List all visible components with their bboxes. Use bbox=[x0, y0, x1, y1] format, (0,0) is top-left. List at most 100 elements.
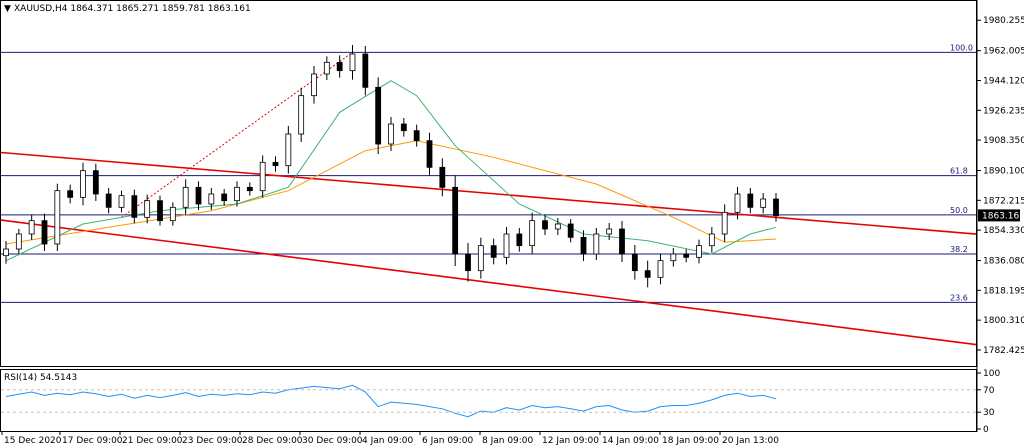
time-tick-label: 14 Jan 09:00 bbox=[602, 436, 659, 446]
candle-body bbox=[516, 233, 523, 247]
rsi-tick-label: 70 bbox=[983, 386, 995, 396]
candle-body bbox=[285, 133, 292, 167]
candle-body bbox=[272, 161, 279, 167]
candle bbox=[272, 156, 279, 172]
time-tick-label: 6 Jan 09:00 bbox=[422, 436, 474, 446]
candle-body bbox=[105, 193, 112, 208]
candle bbox=[696, 239, 702, 264]
candle-body bbox=[259, 161, 266, 192]
candle bbox=[336, 55, 343, 78]
candle bbox=[349, 45, 356, 80]
candle-body bbox=[696, 245, 702, 258]
fib-level-label: 23.6 bbox=[950, 293, 968, 302]
candle-body bbox=[157, 200, 163, 222]
candle bbox=[169, 202, 176, 226]
fibonacci-retracement[interactable]: 100.0 61.8 50.0 38.2 23.6 bbox=[1, 43, 976, 303]
price-tick-label: 1854.330 bbox=[983, 226, 1024, 236]
rsi-line bbox=[5, 384, 777, 418]
rsi-tick-label: 0 bbox=[983, 425, 989, 435]
time-tick-label: 18 Jan 09:00 bbox=[662, 436, 719, 446]
channel-lower-line bbox=[0, 219, 977, 346]
candle bbox=[721, 204, 728, 242]
candle bbox=[606, 223, 613, 240]
time-tick-label: 23 Dec 09:00 bbox=[182, 436, 243, 446]
candle-body bbox=[439, 166, 446, 188]
candle-body bbox=[15, 233, 22, 250]
collapse-icon[interactable]: ▼ bbox=[4, 4, 11, 14]
candle bbox=[221, 189, 228, 206]
rsi-axis: 100 70 30 0 bbox=[1, 369, 1000, 435]
fib-level-label: 38.2 bbox=[950, 245, 968, 254]
candle-body bbox=[503, 233, 510, 258]
candle-body bbox=[28, 220, 35, 235]
candle bbox=[41, 213, 48, 251]
candle-body bbox=[747, 193, 754, 208]
candle bbox=[773, 193, 779, 222]
rsi-pane[interactable] bbox=[0, 369, 977, 432]
candle bbox=[734, 187, 741, 220]
price-tick-label: 1872.215 bbox=[983, 196, 1024, 206]
trend-channel[interactable] bbox=[0, 151, 977, 346]
fib-level-label: 61.8 bbox=[950, 167, 968, 176]
candle-body bbox=[80, 170, 86, 198]
candle-body bbox=[593, 233, 600, 255]
candle-body bbox=[169, 206, 176, 222]
candle-body bbox=[567, 223, 574, 238]
price-tick-label: 1944.120 bbox=[983, 76, 1024, 86]
time-tick-label: 21 Dec 09:00 bbox=[122, 436, 183, 446]
candle bbox=[323, 56, 330, 80]
candle bbox=[311, 66, 317, 104]
candle bbox=[542, 214, 548, 235]
candle-body bbox=[580, 236, 587, 255]
price-tick-label: 1890.100 bbox=[983, 167, 1024, 177]
time-tick-label: 30 Dec 09:00 bbox=[302, 436, 363, 446]
current-price-label: 1863.161 bbox=[982, 211, 1024, 221]
candle-body bbox=[336, 61, 343, 72]
candle bbox=[490, 238, 497, 265]
time-tick-label: 4 Jan 09:00 bbox=[362, 436, 414, 446]
candle-body bbox=[208, 193, 215, 205]
candle bbox=[28, 214, 35, 240]
time-axis: 15 Dec 2020 17 Dec 09:00 21 Dec 09:00 23 De… bbox=[1, 432, 779, 446]
candle bbox=[452, 175, 459, 266]
candle-body bbox=[41, 220, 48, 245]
candle-body bbox=[144, 200, 151, 218]
price-axis: 1980.255 1962.005 1944.120 1926.235 1908.350… bbox=[977, 16, 1024, 356]
price-tick-label: 1782.425 bbox=[983, 346, 1024, 356]
rsi-title: RSI(14) 54.5143 bbox=[4, 373, 77, 383]
candle-body bbox=[554, 223, 561, 230]
candle bbox=[195, 181, 202, 210]
candle bbox=[131, 189, 138, 224]
candle-body bbox=[375, 86, 382, 145]
price-tick-label: 1800.310 bbox=[983, 316, 1024, 326]
candle-body bbox=[542, 220, 548, 230]
candle-body bbox=[311, 73, 317, 97]
candle bbox=[657, 253, 664, 285]
time-tick-label: 8 Jan 09:00 bbox=[482, 436, 534, 446]
candle-body bbox=[657, 260, 664, 278]
candle-body bbox=[529, 220, 536, 247]
candle bbox=[400, 118, 407, 137]
rsi-tick-label: 100 bbox=[983, 369, 1000, 379]
main-chart-pane[interactable] bbox=[0, 0, 977, 367]
candle bbox=[567, 219, 574, 243]
candle-body bbox=[195, 186, 202, 205]
time-tick-label: 17 Dec 09:00 bbox=[62, 436, 123, 446]
candle bbox=[105, 188, 112, 214]
candle-body bbox=[54, 190, 61, 245]
fast-moving-average bbox=[5, 80, 777, 262]
candle bbox=[259, 155, 266, 198]
candle bbox=[426, 132, 433, 176]
candle bbox=[670, 248, 677, 267]
candle bbox=[413, 124, 420, 147]
candle-body bbox=[452, 186, 459, 255]
candle-body bbox=[246, 186, 253, 192]
candle bbox=[362, 46, 369, 96]
candle bbox=[144, 194, 151, 224]
candle bbox=[285, 126, 292, 174]
candle bbox=[619, 221, 625, 262]
candle-body bbox=[721, 211, 728, 235]
candle bbox=[157, 195, 163, 226]
candle bbox=[246, 182, 253, 196]
